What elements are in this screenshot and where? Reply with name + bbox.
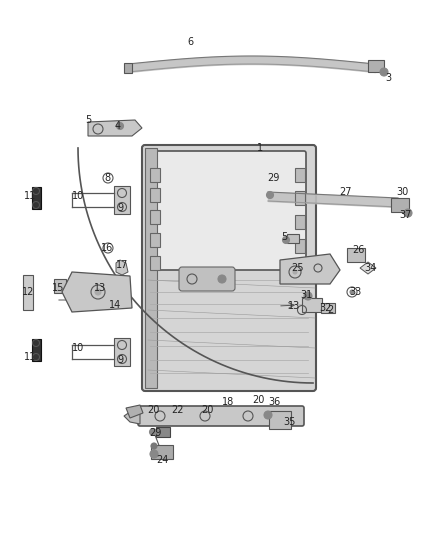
Text: 11: 11 [24, 352, 36, 362]
Text: 37: 37 [400, 210, 412, 220]
Text: 1: 1 [257, 143, 263, 153]
Bar [156, 427, 170, 437]
Text: 12: 12 [22, 287, 34, 297]
Circle shape [350, 290, 354, 294]
Bar [150, 168, 160, 182]
Text: 29: 29 [149, 428, 161, 438]
Circle shape [293, 270, 297, 274]
Text: 13: 13 [94, 283, 106, 293]
Text: 2: 2 [327, 305, 333, 315]
Bar [269, 411, 291, 429]
FancyBboxPatch shape [142, 145, 316, 391]
Circle shape [95, 289, 101, 295]
Bar [295, 239, 305, 253]
Bar [295, 215, 305, 229]
Circle shape [380, 68, 388, 76]
Circle shape [304, 292, 312, 300]
Text: 4: 4 [115, 121, 121, 131]
Bar [321, 303, 335, 313]
Text: 35: 35 [284, 417, 296, 427]
Bar [347, 248, 365, 262]
Bar [124, 63, 132, 73]
Text: 14: 14 [109, 300, 121, 310]
Bar [150, 210, 160, 224]
Text: 36: 36 [268, 397, 280, 407]
Bar [150, 256, 160, 270]
Text: 31: 31 [300, 290, 312, 300]
Polygon shape [360, 262, 376, 274]
Circle shape [149, 429, 156, 435]
Text: 27: 27 [340, 187, 352, 197]
Polygon shape [62, 272, 132, 312]
Circle shape [151, 443, 157, 449]
Bar [32, 339, 40, 361]
Bar [295, 168, 305, 182]
Polygon shape [124, 408, 140, 424]
Text: 3: 3 [385, 73, 391, 83]
Bar [23, 274, 33, 310]
Bar [145, 148, 157, 388]
Text: 33: 33 [349, 287, 361, 297]
Bar [114, 186, 130, 214]
Circle shape [266, 191, 273, 198]
Text: 20: 20 [147, 405, 159, 415]
Text: 11: 11 [24, 191, 36, 201]
Text: 10: 10 [72, 191, 84, 201]
Circle shape [117, 123, 124, 130]
Bar [54, 279, 66, 293]
Text: 20: 20 [201, 405, 213, 415]
Bar [391, 198, 409, 212]
Circle shape [283, 237, 290, 244]
Polygon shape [280, 254, 340, 284]
Bar [150, 188, 160, 202]
Bar [368, 60, 384, 72]
Text: 9: 9 [117, 203, 123, 213]
Text: 16: 16 [101, 243, 113, 253]
Text: 30: 30 [396, 187, 408, 197]
Text: 5: 5 [281, 232, 287, 242]
Text: 5: 5 [85, 115, 91, 125]
Text: 22: 22 [172, 405, 184, 415]
Circle shape [264, 411, 272, 419]
Bar [287, 233, 299, 243]
Polygon shape [88, 120, 142, 136]
Text: 18: 18 [222, 397, 234, 407]
Text: 24: 24 [156, 455, 168, 465]
Bar [295, 191, 305, 205]
Text: 13: 13 [288, 301, 300, 311]
Circle shape [218, 275, 226, 283]
Text: 15: 15 [52, 283, 64, 293]
Text: 17: 17 [116, 260, 128, 270]
Bar [295, 263, 305, 277]
FancyBboxPatch shape [179, 267, 235, 291]
Text: 9: 9 [117, 355, 123, 365]
Text: 29: 29 [267, 173, 279, 183]
Text: 20: 20 [252, 395, 264, 405]
Bar [151, 445, 173, 459]
Text: 10: 10 [72, 343, 84, 353]
Bar [114, 338, 130, 366]
Text: 6: 6 [187, 37, 193, 47]
Text: 26: 26 [352, 245, 364, 255]
Text: 25: 25 [292, 263, 304, 273]
Bar [302, 298, 322, 312]
Text: 32: 32 [320, 303, 332, 313]
FancyBboxPatch shape [138, 406, 304, 426]
Text: 34: 34 [364, 263, 376, 273]
Bar [32, 187, 40, 209]
Circle shape [404, 209, 412, 217]
Text: 8: 8 [104, 173, 110, 183]
Polygon shape [116, 260, 128, 275]
Bar [150, 233, 160, 247]
Polygon shape [126, 405, 143, 418]
Circle shape [150, 450, 158, 458]
FancyBboxPatch shape [148, 151, 306, 270]
